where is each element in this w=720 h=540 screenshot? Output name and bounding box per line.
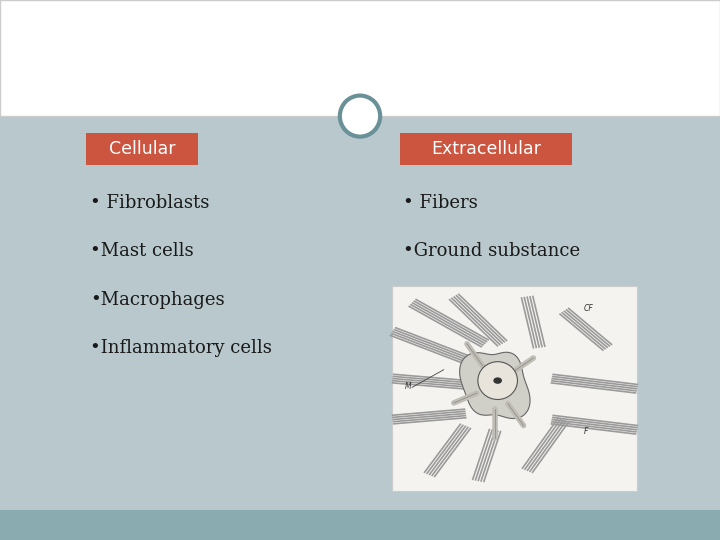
Polygon shape	[459, 352, 530, 419]
FancyBboxPatch shape	[392, 286, 637, 491]
FancyBboxPatch shape	[400, 133, 572, 165]
Ellipse shape	[478, 362, 518, 400]
Text: •Mast cells: •Mast cells	[90, 242, 194, 260]
Ellipse shape	[340, 96, 380, 137]
Text: • Fibers: • Fibers	[403, 193, 478, 212]
Text: Extracellular: Extracellular	[431, 140, 541, 158]
Text: CF: CF	[583, 304, 593, 313]
Text: M: M	[405, 382, 411, 391]
FancyBboxPatch shape	[86, 133, 198, 165]
FancyBboxPatch shape	[0, 116, 720, 510]
Text: Cellular: Cellular	[109, 140, 176, 158]
FancyBboxPatch shape	[0, 0, 720, 116]
Text: F: F	[583, 427, 588, 436]
Text: •Ground substance: •Ground substance	[403, 242, 580, 260]
Circle shape	[493, 377, 502, 384]
Text: •Macrophages: •Macrophages	[90, 291, 225, 309]
Text: •Inflammatory cells: •Inflammatory cells	[90, 339, 272, 357]
Text: • Fibroblasts: • Fibroblasts	[90, 193, 210, 212]
FancyBboxPatch shape	[0, 510, 720, 540]
